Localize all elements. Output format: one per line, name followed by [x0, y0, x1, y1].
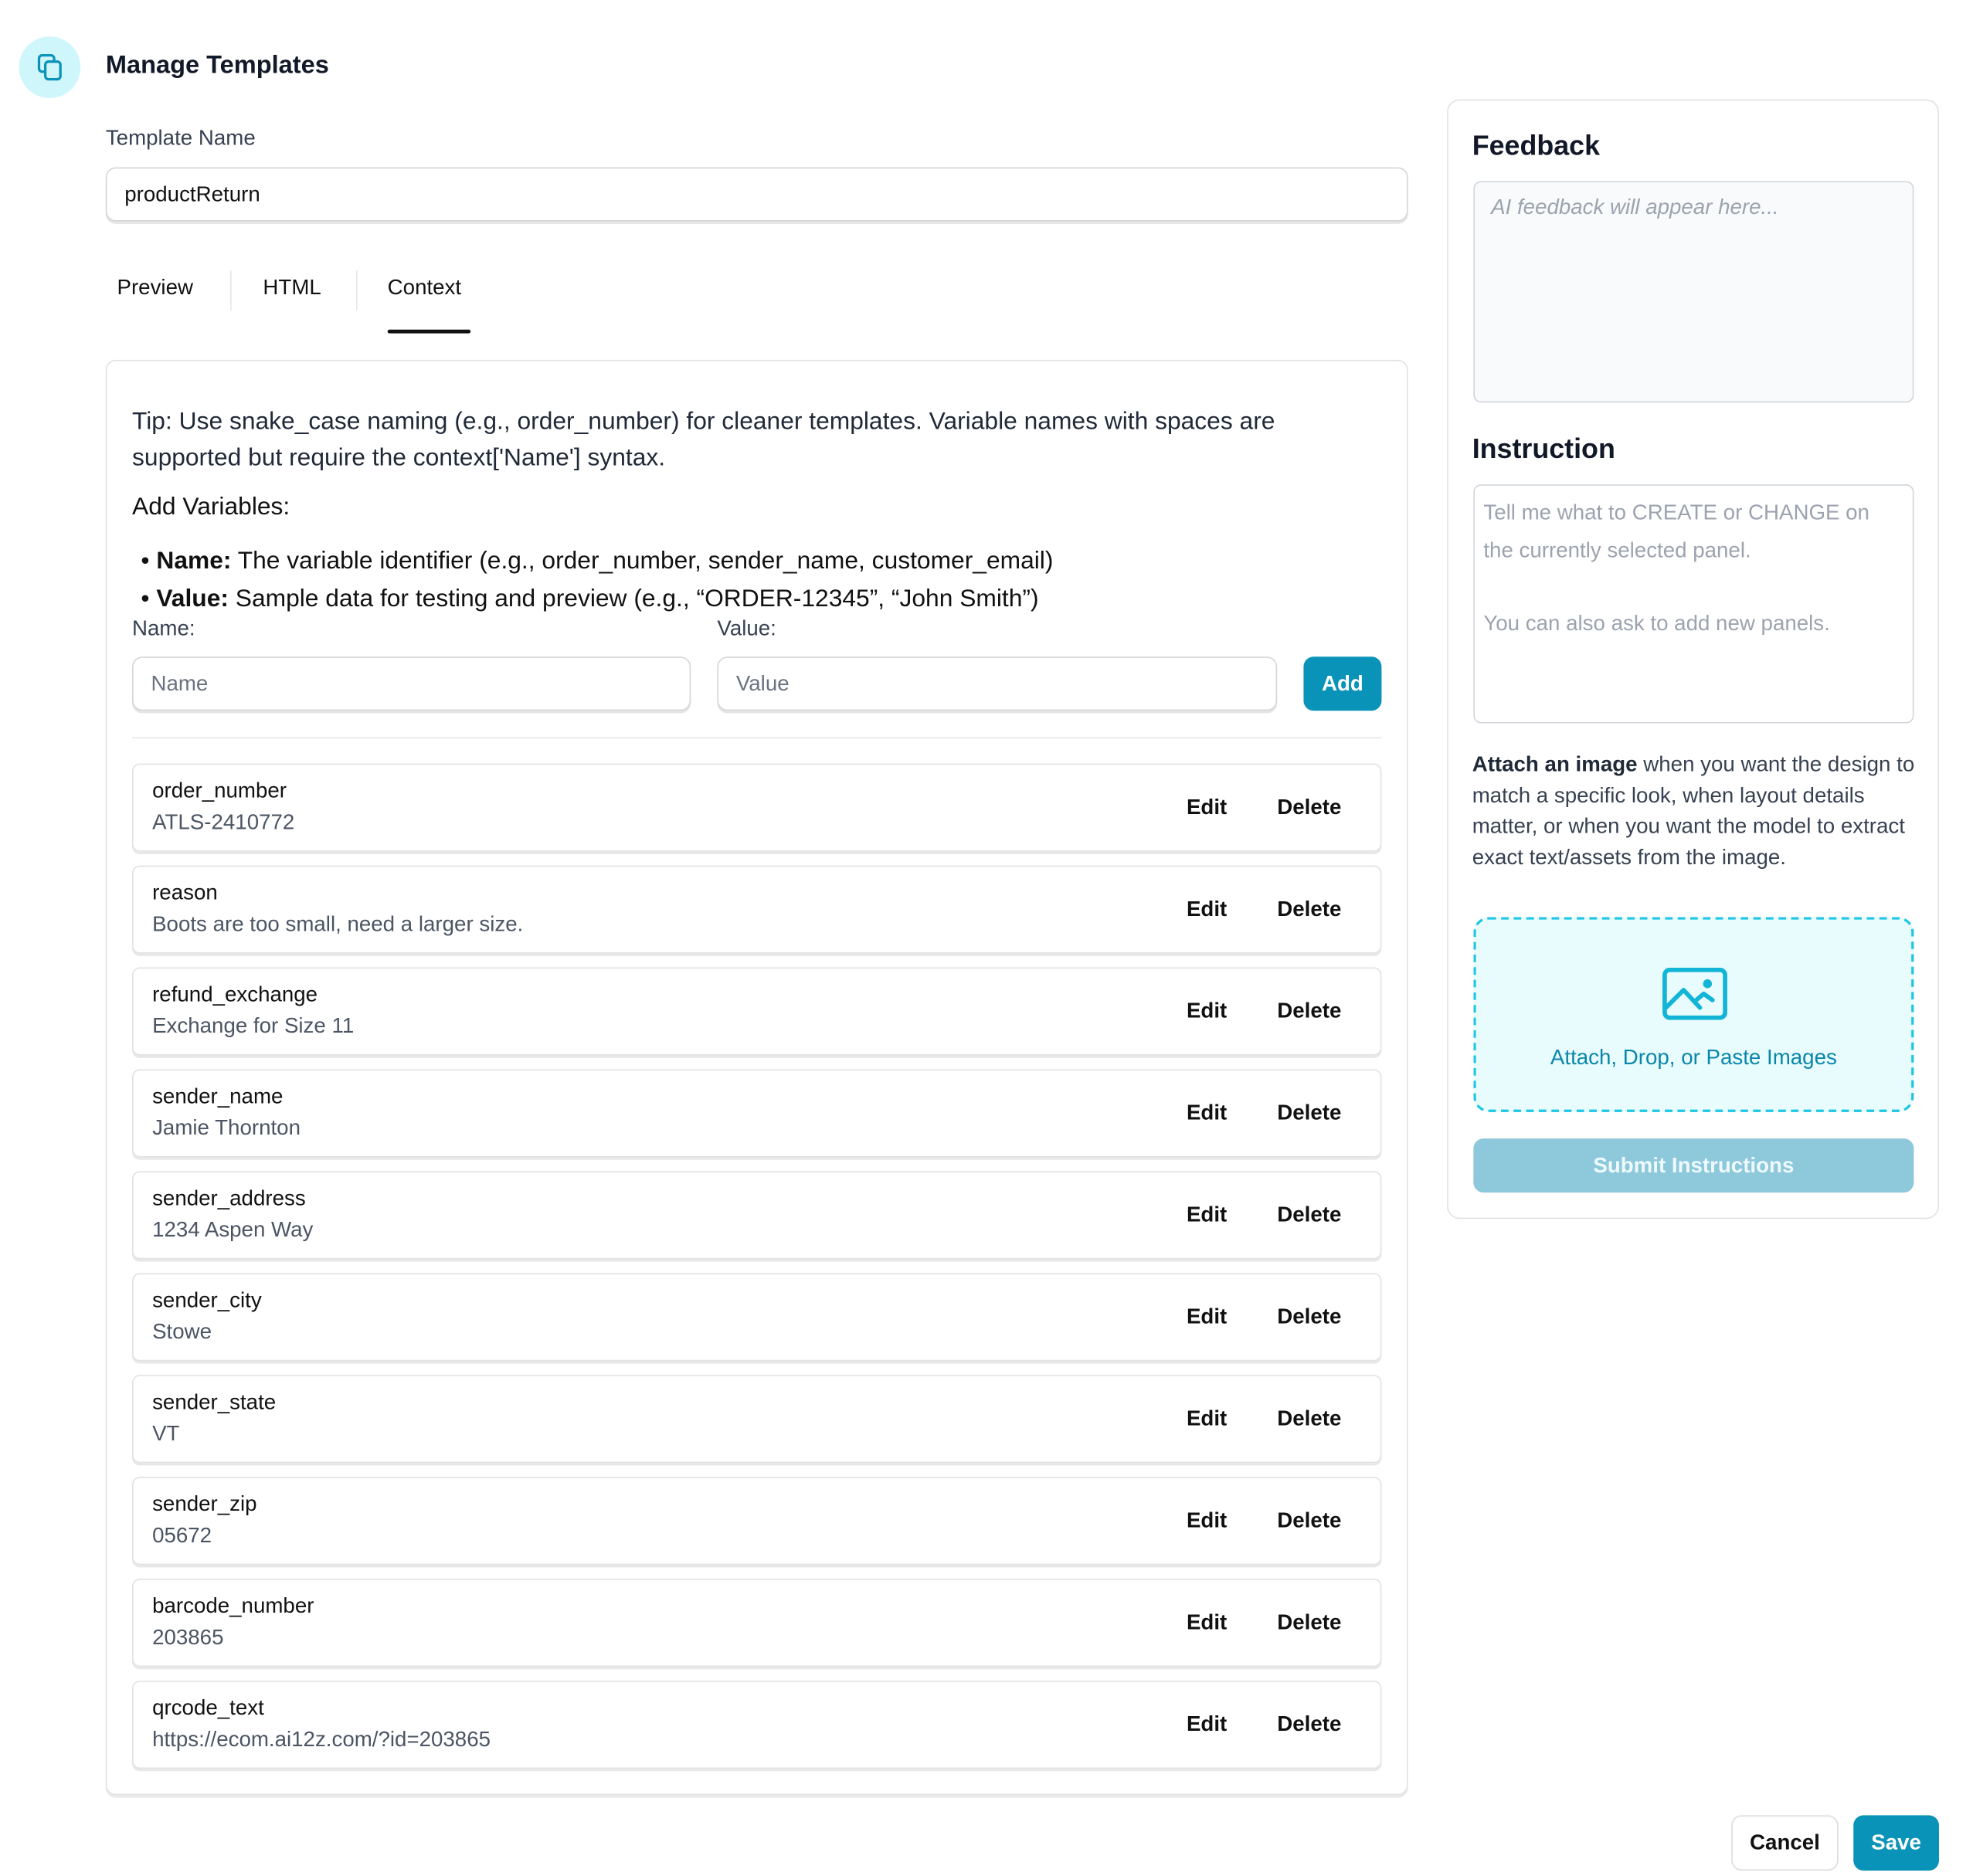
bullet-name: • Name: The variable identifier (e.g., o… [141, 547, 1054, 575]
variable-name: sender_address [152, 1186, 306, 1210]
variable-value: Boots are too small, need a larger size. [152, 911, 524, 936]
delete-button[interactable]: Delete [1277, 999, 1342, 1023]
page-title: Manage Templates [105, 51, 329, 80]
add-variable-button[interactable]: Add [1303, 656, 1382, 711]
edit-button[interactable]: Edit [1186, 1711, 1228, 1736]
tab-divider [230, 270, 232, 311]
feedback-output: AI feedback will appear here... [1473, 181, 1914, 403]
variable-row: sender_zip 05672 Edit Delete [132, 1477, 1382, 1566]
instruction-placeholder: You can also ask to add new panels. [1483, 611, 1830, 636]
variable-row: qrcode_text https://ecom.ai12z.com/?id=2… [132, 1681, 1382, 1769]
variable-row: sender_state VT Edit Delete [132, 1375, 1382, 1464]
delete-button[interactable]: Delete [1277, 1101, 1342, 1125]
delete-button[interactable]: Delete [1277, 1203, 1342, 1227]
bullet-value: • Value: Sample data for testing and pre… [141, 585, 1039, 613]
variable-value: Jamie Thornton [152, 1115, 301, 1140]
instruction-title: Instruction [1472, 433, 1615, 465]
instruction-placeholder: Tell me what to CREATE or CHANGE on the … [1483, 500, 1869, 562]
delete-button[interactable]: Delete [1277, 795, 1342, 819]
dropzone-label: Attach, Drop, or Paste Images [1550, 1045, 1837, 1070]
edit-button[interactable]: Edit [1186, 1610, 1228, 1634]
active-tab-indicator [387, 329, 471, 334]
variable-row: order_number ATLS-2410772 Edit Delete [132, 763, 1382, 852]
variable-row: sender_city Stowe Edit Delete [132, 1273, 1382, 1362]
delete-button[interactable]: Delete [1277, 1508, 1342, 1532]
image-icon [1662, 967, 1727, 1020]
copy-icon [37, 53, 61, 80]
delete-button[interactable]: Delete [1277, 897, 1342, 921]
edit-button[interactable]: Edit [1186, 897, 1228, 921]
delete-button[interactable]: Delete [1277, 1304, 1342, 1329]
edit-button[interactable]: Edit [1186, 1203, 1228, 1227]
image-dropzone[interactable]: Attach, Drop, or Paste Images [1473, 917, 1914, 1112]
variable-value: Exchange for Size 11 [152, 1013, 355, 1038]
variable-row: sender_name Jamie Thornton Edit Delete [132, 1069, 1382, 1158]
variable-name: sender_name [152, 1084, 284, 1108]
context-card [105, 359, 1408, 1796]
edit-button[interactable]: Edit [1186, 1101, 1228, 1125]
edit-button[interactable]: Edit [1186, 1406, 1228, 1430]
variable-name: qrcode_text [152, 1695, 264, 1720]
save-button[interactable]: Save [1853, 1815, 1939, 1871]
variable-name: barcode_number [152, 1593, 314, 1618]
variable-row: refund_exchange Exchange for Size 11 Edi… [132, 967, 1382, 1056]
variable-row: reason Boots are too small, need a large… [132, 865, 1382, 954]
feedback-title: Feedback [1472, 129, 1601, 161]
variable-value: 05672 [152, 1523, 212, 1548]
variable-name: refund_exchange [152, 982, 318, 1007]
variable-value: https://ecom.ai12z.com/?id=203865 [152, 1727, 491, 1752]
delete-button[interactable]: Delete [1277, 1610, 1342, 1634]
template-icon-badge [19, 36, 81, 99]
template-name-input[interactable]: productReturn [105, 167, 1408, 222]
delete-button[interactable]: Delete [1277, 1711, 1342, 1736]
edit-button[interactable]: Edit [1186, 999, 1228, 1023]
value-label: Value: [717, 616, 776, 641]
variable-name: order_number [152, 779, 287, 803]
variables-help-list: • Name: The variable identifier (e.g., o… [141, 542, 1053, 618]
instruction-textarea[interactable]: Tell me what to CREATE or CHANGE on the … [1473, 484, 1914, 724]
variable-name: sender_state [152, 1389, 277, 1414]
tip-body: Use snake_case naming (e.g., order_numbe… [132, 407, 1275, 472]
tip-text: Tip: Use snake_case naming (e.g., order_… [132, 404, 1378, 477]
add-variables-heading: Add Variables: [132, 493, 290, 521]
tab-preview[interactable]: Preview [117, 275, 193, 300]
name-label: Name: [132, 616, 195, 641]
variable-value: 1234 Aspen Way [152, 1217, 314, 1242]
attach-help-text: Attach an image when you want the design… [1472, 752, 1915, 870]
variable-value: VT [152, 1421, 180, 1446]
template-name-label: Template Name [105, 125, 256, 150]
tab-html[interactable]: HTML [263, 275, 321, 300]
variable-value: ATLS-2410772 [152, 809, 295, 834]
assistant-panel [1447, 99, 1939, 1220]
tip-label: Tip: [132, 407, 172, 436]
tab-divider [355, 270, 358, 311]
edit-button[interactable]: Edit [1186, 1304, 1228, 1329]
variable-row: barcode_number 203865 Edit Delete [132, 1579, 1382, 1667]
variable-name: sender_zip [152, 1491, 257, 1516]
divider [132, 737, 1382, 739]
submit-instructions-button[interactable]: Submit Instructions [1473, 1138, 1914, 1193]
variable-row: sender_address 1234 Aspen Way Edit Delet… [132, 1171, 1382, 1260]
tab-context[interactable]: Context [387, 275, 462, 300]
variable-value: 203865 [152, 1625, 224, 1650]
variable-name: reason [152, 880, 218, 905]
edit-button[interactable]: Edit [1186, 1508, 1228, 1532]
variable-value-input[interactable]: Value [717, 656, 1278, 711]
delete-button[interactable]: Delete [1277, 1406, 1342, 1430]
variable-name: sender_city [152, 1287, 262, 1312]
variable-value: Stowe [152, 1319, 212, 1344]
variable-name-input[interactable]: Name [132, 656, 691, 711]
edit-button[interactable]: Edit [1186, 795, 1228, 819]
cancel-button[interactable]: Cancel [1731, 1815, 1839, 1871]
